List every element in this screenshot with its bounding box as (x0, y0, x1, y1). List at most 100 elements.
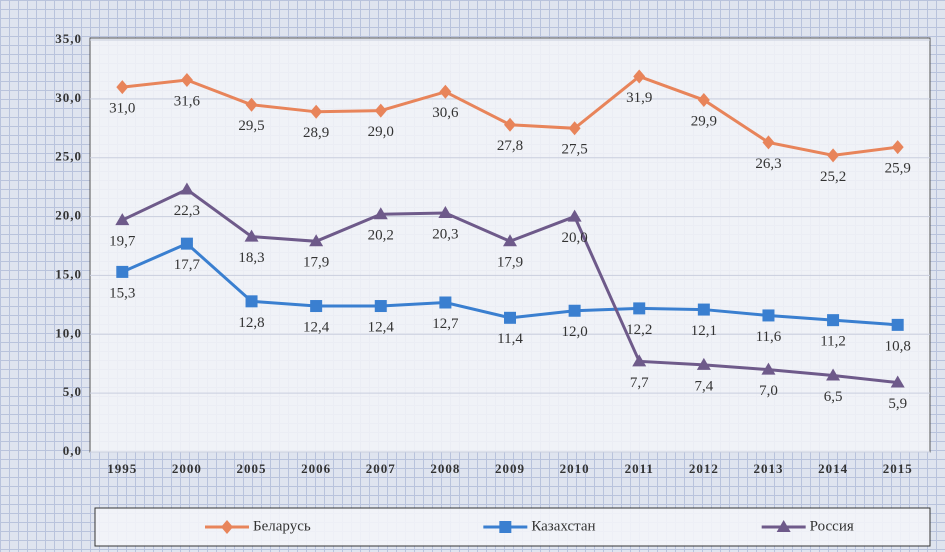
data-label: 11,6 (756, 329, 782, 345)
point-marker (374, 300, 387, 313)
point-marker (245, 97, 258, 112)
data-label: 29,0 (368, 124, 394, 140)
point-marker (179, 182, 194, 195)
x-tick-label: 2009 (495, 461, 525, 476)
data-label: 31,6 (174, 93, 201, 109)
legend-marker (221, 520, 233, 534)
data-label: 27,5 (561, 142, 587, 158)
y-tick-label: 10,0 (55, 325, 82, 340)
data-label: 17,9 (497, 255, 523, 271)
data-label: 26,3 (755, 156, 781, 172)
point-marker (439, 84, 452, 99)
point-marker (310, 300, 323, 313)
point-marker (633, 69, 646, 84)
data-label: 15,3 (109, 285, 135, 301)
legend-label: Казахстан (531, 518, 595, 534)
x-tick-label: 2008 (430, 461, 460, 476)
x-tick-label: 2000 (172, 461, 202, 476)
x-tick-label: 2010 (560, 461, 590, 476)
data-label: 29,5 (238, 118, 264, 134)
point-marker (116, 80, 129, 95)
data-label: 20,2 (368, 228, 394, 244)
y-tick-label: 20,0 (55, 208, 82, 223)
legend-marker (776, 520, 791, 532)
data-label: 7,4 (694, 378, 713, 394)
y-tick-label: 30,0 (55, 90, 82, 105)
data-label: 6,5 (824, 389, 843, 405)
point-marker (116, 265, 129, 278)
data-label: 25,2 (820, 169, 846, 185)
point-marker (245, 295, 258, 308)
point-marker (762, 135, 775, 150)
y-tick-label: 0,0 (63, 443, 82, 458)
x-tick-label: 2015 (883, 461, 913, 476)
data-label: 10,8 (885, 338, 911, 354)
point-marker (374, 103, 387, 118)
legend-label: Россия (810, 518, 854, 534)
point-marker (826, 368, 841, 381)
data-label: 5,9 (888, 396, 907, 412)
point-marker (438, 206, 453, 219)
point-marker (567, 209, 582, 222)
x-tick-label: 2007 (366, 461, 396, 476)
point-marker (761, 362, 776, 375)
data-label: 12,7 (432, 316, 459, 332)
point-marker (632, 354, 647, 367)
point-marker (373, 207, 388, 220)
data-label: 31,0 (109, 101, 135, 117)
x-tick-label: 2006 (301, 461, 331, 476)
point-marker (180, 237, 193, 250)
data-label: 20,0 (561, 230, 587, 246)
data-label: 22,3 (174, 203, 200, 219)
data-label: 31,9 (626, 90, 652, 106)
legend-label: Беларусь (253, 518, 311, 534)
point-marker (568, 304, 581, 317)
data-label: 28,9 (303, 125, 329, 141)
point-marker (890, 375, 905, 388)
y-tick-label: 25,0 (55, 149, 82, 164)
x-tick-label: 2011 (625, 461, 654, 476)
point-marker (180, 73, 193, 88)
x-tick-label: 2005 (237, 461, 267, 476)
point-marker (310, 104, 323, 119)
data-label: 12,1 (691, 323, 717, 339)
point-marker (891, 140, 904, 155)
data-label: 7,7 (630, 375, 649, 391)
x-tick-label: 2012 (689, 461, 719, 476)
data-label: 27,8 (497, 138, 523, 154)
point-marker (697, 93, 710, 108)
point-marker (696, 357, 711, 370)
y-tick-label: 15,0 (55, 266, 82, 281)
data-label: 12,4 (303, 319, 330, 335)
point-marker (244, 229, 259, 242)
data-label: 12,8 (238, 315, 264, 331)
y-tick-label: 5,0 (63, 384, 82, 399)
point-marker (504, 311, 516, 324)
data-label: 30,6 (432, 105, 459, 121)
point-marker (827, 148, 840, 163)
point-marker (115, 213, 130, 226)
data-label: 25,9 (885, 161, 911, 177)
data-label: 12,4 (368, 319, 395, 335)
x-tick-label: 2014 (818, 461, 848, 476)
point-marker (633, 302, 646, 315)
data-label: 20,3 (432, 226, 458, 242)
legend-marker (499, 521, 512, 533)
data-label: 17,9 (303, 255, 329, 271)
point-marker (827, 314, 840, 327)
data-label: 29,9 (691, 113, 717, 129)
point-marker (439, 296, 452, 309)
point-marker (697, 303, 710, 316)
data-label: 19,7 (109, 234, 136, 250)
point-marker (503, 234, 517, 247)
data-label: 11,2 (820, 334, 846, 350)
x-tick-label: 2013 (753, 461, 783, 476)
point-marker (504, 117, 516, 132)
point-marker (762, 309, 775, 322)
data-label: 12,0 (561, 324, 587, 340)
data-label: 12,2 (626, 322, 652, 338)
data-label: 11,4 (497, 331, 523, 347)
x-tick-label: 1995 (107, 461, 137, 476)
